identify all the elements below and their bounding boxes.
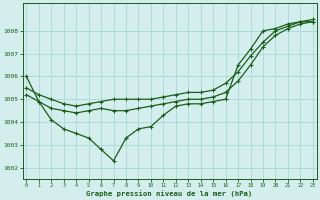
X-axis label: Graphe pression niveau de la mer (hPa): Graphe pression niveau de la mer (hPa) [86, 190, 253, 197]
